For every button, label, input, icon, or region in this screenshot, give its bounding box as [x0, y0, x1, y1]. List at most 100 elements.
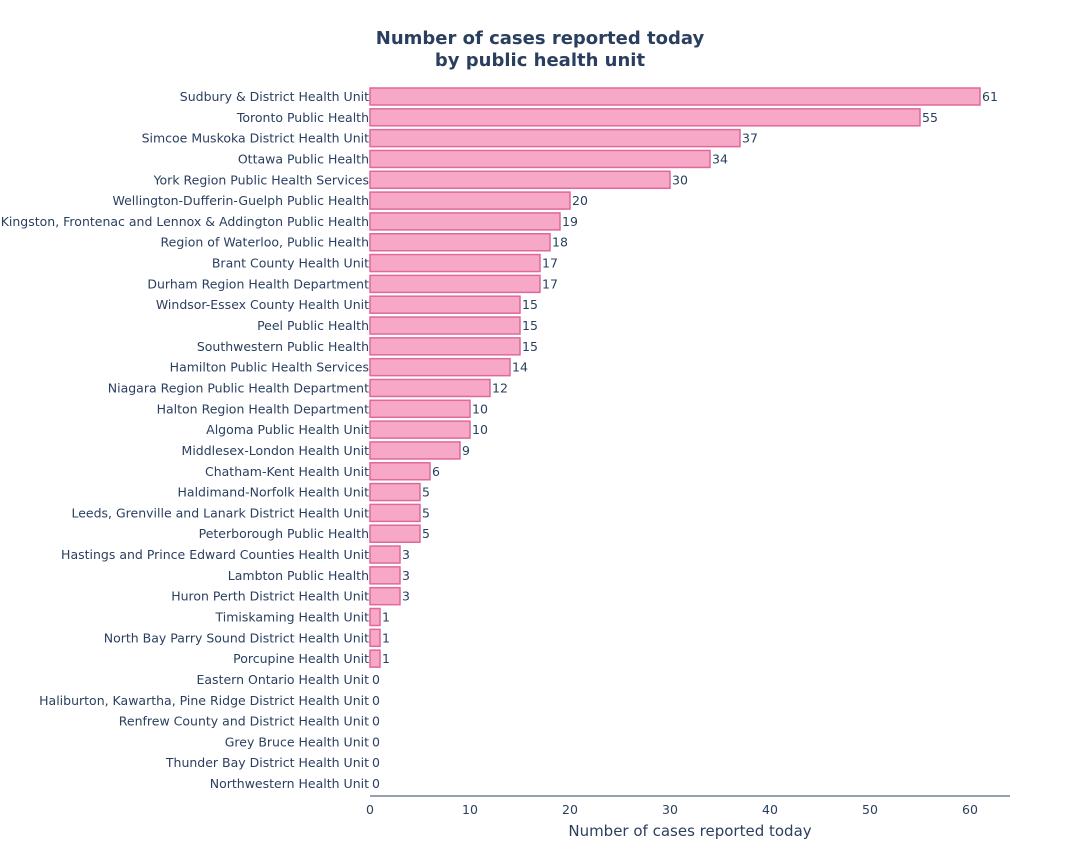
category-label: Timiskaming Health Unit — [214, 610, 369, 625]
category-label: Hastings and Prince Edward Counties Heal… — [61, 547, 369, 562]
value-label: 12 — [492, 380, 508, 395]
bar — [369, 337, 521, 356]
bar — [369, 586, 401, 606]
category-label: Hamilton Public Health Services — [170, 360, 369, 375]
value-label: 37 — [742, 131, 758, 146]
value-label: 14 — [512, 360, 528, 375]
category-label: Peel Public Health — [257, 318, 369, 333]
value-label: 0 — [372, 776, 380, 791]
category-label: Haliburton, Kawartha, Pine Ridge Distric… — [39, 693, 369, 708]
value-label: 5 — [422, 485, 430, 500]
category-label: Peterborough Public Health — [199, 526, 369, 541]
category-label: York Region Public Health Services — [153, 172, 369, 187]
category-label: Northwestern Health Unit — [210, 776, 369, 791]
bar — [369, 482, 421, 502]
category-label: Haldimand-Norfolk Health Unit — [178, 485, 370, 500]
x-tick-label: 20 — [562, 802, 578, 817]
value-label: 0 — [372, 672, 380, 687]
bar — [369, 545, 401, 564]
bar — [369, 357, 511, 377]
category-label: Simcoe Muskoka District Health Unit — [142, 131, 370, 146]
value-label: 9 — [462, 443, 470, 458]
value-label: 20 — [572, 193, 588, 208]
value-label: 3 — [402, 589, 410, 604]
bar — [369, 253, 541, 273]
value-label: 5 — [422, 505, 430, 520]
category-label: Huron Perth District Health Unit — [171, 589, 369, 604]
category-label: Middlesex-London Health Unit — [182, 443, 370, 458]
category-label: Kingston, Frontenac and Lennox & Addingt… — [1, 214, 369, 229]
category-label: Porcupine Health Unit — [233, 651, 369, 666]
value-label: 15 — [522, 297, 538, 312]
value-label: 3 — [402, 568, 410, 583]
value-label: 0 — [372, 714, 380, 729]
category-label: Leeds, Grenville and Lanark District Hea… — [71, 505, 369, 520]
value-label: 10 — [472, 422, 488, 437]
value-label: 17 — [542, 276, 558, 291]
bar — [369, 462, 431, 481]
category-label: North Bay Parry Sound District Health Un… — [104, 630, 369, 645]
category-label: Ottawa Public Health — [238, 151, 369, 166]
category-label: Durham Region Health Department — [147, 276, 369, 291]
category-label: Toronto Public Health — [236, 110, 369, 125]
x-tick-label: 50 — [862, 802, 878, 817]
value-label: 15 — [522, 318, 538, 333]
bar — [369, 232, 551, 252]
value-label: 34 — [712, 151, 728, 166]
value-label: 3 — [402, 547, 410, 562]
value-label: 5 — [422, 526, 430, 541]
x-axis-ticks: 0 10 20 30 40 50 60 — [366, 802, 978, 817]
bar — [369, 128, 741, 148]
bar — [369, 524, 421, 543]
bar — [369, 212, 561, 231]
category-label: Windsor-Essex County Health Unit — [156, 297, 369, 312]
category-label: Chatham-Kent Health Unit — [205, 464, 369, 479]
category-label: Brant County Health Unit — [212, 256, 369, 271]
x-tick-label: 30 — [662, 802, 678, 817]
bar — [369, 191, 571, 210]
value-label: 1 — [382, 610, 390, 625]
category-label: Wellington-Dufferin-Guelph Public Health — [112, 193, 369, 208]
bar — [369, 420, 471, 439]
category-label: Sudbury & District Health Unit — [180, 89, 369, 104]
x-tick-label: 0 — [366, 802, 374, 817]
category-labels: Sudbury & District Health Unit Toronto Pu… — [1, 89, 369, 791]
value-label: 1 — [382, 651, 390, 666]
category-label: Southwestern Public Health — [197, 339, 369, 354]
value-label: 10 — [472, 401, 488, 416]
category-label: Niagara Region Public Health Department — [108, 380, 369, 395]
bar — [369, 628, 381, 648]
value-label: 1 — [382, 630, 390, 645]
bar — [369, 108, 921, 127]
x-tick-label: 10 — [462, 802, 478, 817]
x-axis-title: Number of cases reported today — [568, 822, 811, 840]
bar — [369, 316, 521, 335]
value-label: 18 — [552, 235, 568, 250]
bar — [369, 170, 671, 190]
chart-subtitle: by public health unit — [435, 50, 646, 71]
category-label: Region of Waterloo, Public Health — [161, 235, 369, 250]
bar — [369, 274, 541, 294]
category-label: Grey Bruce Health Unit — [225, 734, 369, 749]
value-label: 55 — [922, 110, 938, 125]
value-label: 0 — [372, 693, 380, 708]
bar — [369, 399, 471, 419]
value-label: 61 — [982, 89, 998, 104]
x-tick-label: 40 — [762, 802, 778, 817]
category-label: Lambton Public Health — [228, 568, 369, 583]
bar-group — [369, 87, 981, 668]
value-label: 6 — [432, 464, 440, 479]
value-label: 15 — [522, 339, 538, 354]
value-label: 30 — [672, 172, 688, 187]
x-tick-label: 60 — [962, 802, 978, 817]
value-labels: 6155373430201918171715151514121010965553… — [372, 89, 998, 791]
bar — [369, 149, 711, 169]
bar — [369, 607, 381, 627]
bar — [369, 649, 381, 668]
category-label: Halton Region Health Department — [157, 401, 370, 416]
bar — [369, 87, 981, 106]
category-label: Algoma Public Health Unit — [206, 422, 369, 437]
chart-title: Number of cases reported today — [376, 28, 705, 49]
